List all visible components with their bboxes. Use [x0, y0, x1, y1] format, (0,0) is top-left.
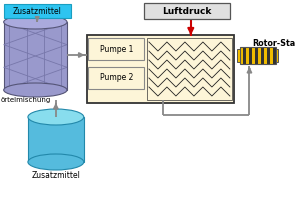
Text: Pumpe 2: Pumpe 2: [100, 73, 133, 82]
Text: Zusatzmittel: Zusatzmittel: [13, 6, 62, 16]
Bar: [4, 22, 67, 90]
Ellipse shape: [28, 154, 84, 170]
Bar: [4, 4, 71, 18]
Bar: [258, 47, 261, 64]
Bar: [243, 47, 246, 64]
Ellipse shape: [4, 15, 67, 29]
Bar: [249, 47, 252, 64]
Bar: [144, 3, 230, 19]
Bar: [264, 47, 267, 64]
Bar: [240, 47, 275, 64]
Text: Rotor-Sta: Rotor-Sta: [252, 38, 296, 47]
Text: Pumpe 1: Pumpe 1: [100, 45, 133, 53]
Bar: [275, 49, 278, 62]
Bar: [28, 117, 84, 162]
Text: Luftdruck: Luftdruck: [162, 6, 212, 16]
Bar: [252, 47, 255, 64]
Bar: [261, 47, 264, 64]
Ellipse shape: [4, 83, 67, 97]
Bar: [87, 35, 234, 103]
Bar: [88, 67, 144, 89]
Bar: [255, 47, 258, 64]
Bar: [240, 47, 243, 64]
Bar: [147, 38, 232, 100]
Bar: [267, 47, 270, 64]
Bar: [270, 47, 273, 64]
Ellipse shape: [28, 109, 84, 125]
Bar: [88, 38, 144, 60]
Bar: [273, 47, 275, 64]
Text: Zusatzmittel: Zusatzmittel: [32, 170, 80, 180]
Bar: [246, 47, 249, 64]
Bar: [237, 49, 240, 62]
Text: örtelmischung: örtelmischung: [1, 97, 51, 103]
